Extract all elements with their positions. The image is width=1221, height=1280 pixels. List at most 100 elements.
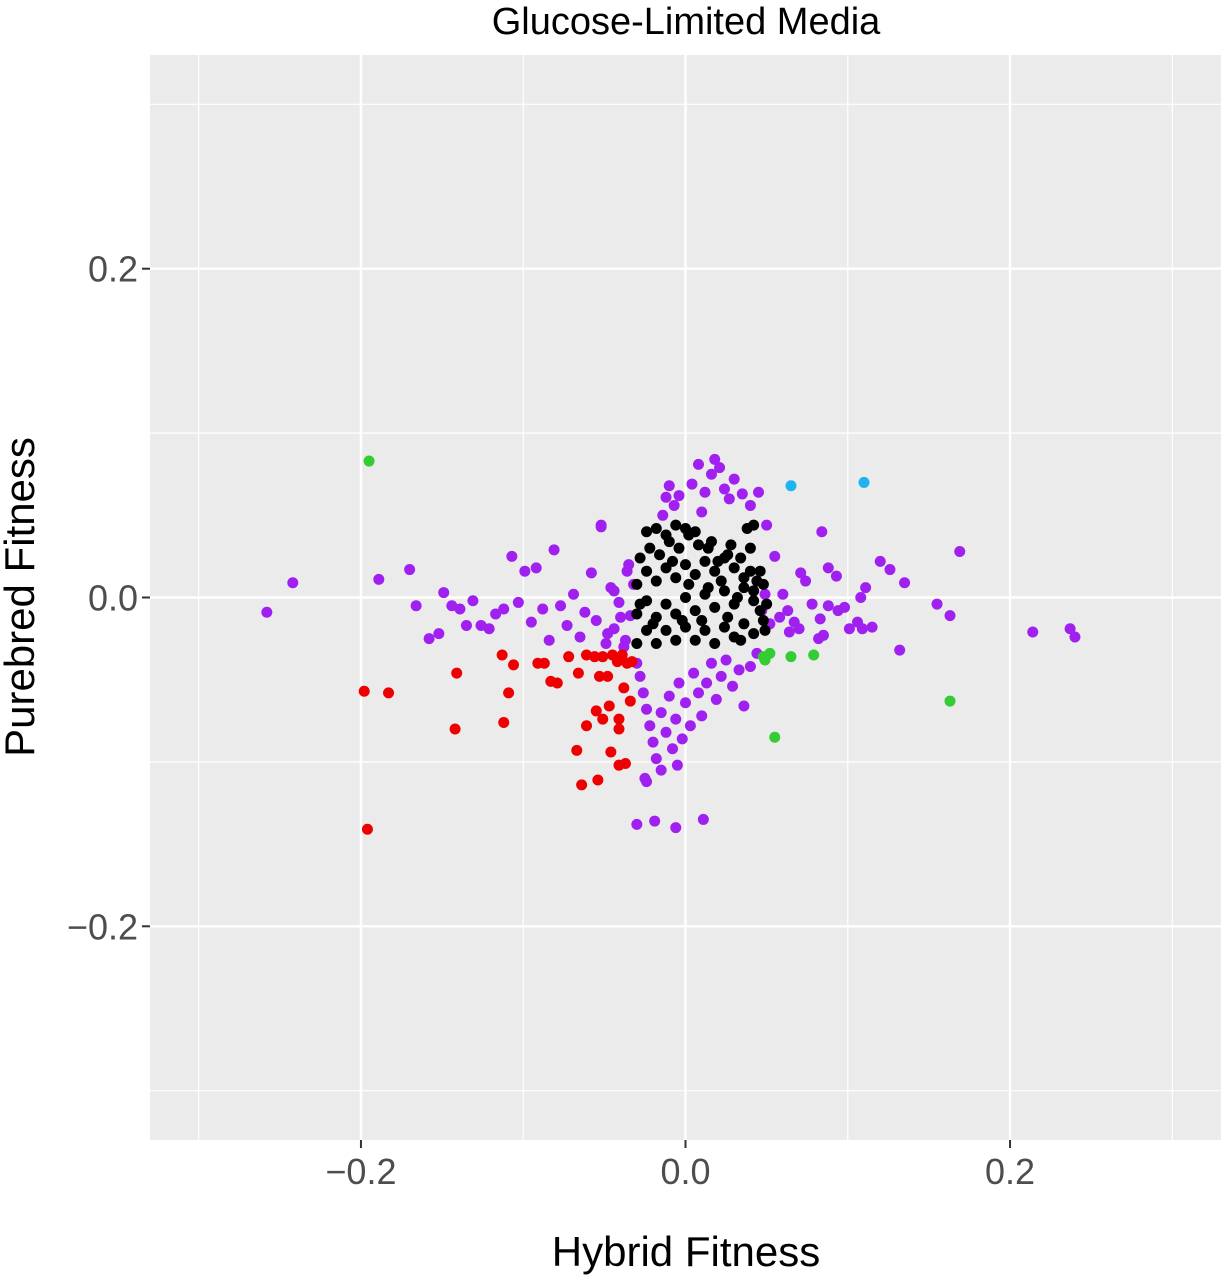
data-point	[634, 598, 646, 610]
data-point	[692, 539, 704, 551]
data-point	[673, 542, 685, 554]
y-axis-title: Purebred Fitness	[0, 437, 43, 757]
data-point	[581, 720, 593, 732]
data-point	[613, 596, 625, 608]
data-point	[602, 628, 614, 640]
data-point	[649, 815, 661, 827]
data-point	[631, 578, 643, 590]
data-point	[619, 758, 631, 770]
data-point	[699, 486, 711, 498]
data-point	[722, 549, 734, 561]
data-point	[722, 611, 734, 623]
data-point	[705, 657, 717, 669]
data-point	[530, 562, 542, 574]
data-point	[519, 565, 531, 577]
data-point	[699, 555, 711, 567]
data-point	[718, 621, 730, 633]
data-point	[680, 522, 691, 534]
data-point	[718, 483, 730, 495]
data-point	[585, 567, 597, 579]
data-point	[715, 670, 727, 682]
data-point	[684, 720, 696, 732]
data-point	[689, 605, 701, 617]
data-point	[507, 659, 519, 671]
data-point	[433, 628, 445, 640]
data-point	[668, 499, 680, 511]
data-point	[261, 606, 273, 618]
data-point	[619, 634, 631, 646]
data-point	[525, 616, 537, 628]
data-point	[725, 539, 737, 551]
data-point	[744, 499, 756, 511]
data-point	[830, 570, 842, 582]
data-point	[774, 611, 786, 623]
data-point	[555, 600, 567, 612]
data-point	[680, 592, 691, 603]
data-point	[753, 486, 765, 498]
data-point	[631, 638, 643, 650]
data-point	[650, 575, 662, 587]
data-point	[618, 682, 630, 694]
data-point	[728, 562, 740, 574]
data-point	[592, 774, 604, 786]
data-point	[697, 813, 709, 825]
data-point	[735, 634, 747, 646]
data-point	[363, 455, 375, 467]
data-point	[710, 693, 722, 705]
series-0	[261, 453, 1081, 834]
x-tick-label: −0.2	[325, 1151, 396, 1192]
data-point	[615, 611, 627, 623]
data-point	[822, 562, 834, 574]
data-point	[670, 713, 682, 725]
data-point	[858, 476, 870, 488]
data-point	[769, 731, 781, 743]
data-point	[884, 564, 896, 576]
data-point	[568, 588, 580, 600]
data-point	[738, 582, 750, 594]
data-point	[667, 743, 679, 755]
data-point	[712, 555, 724, 567]
data-point	[358, 685, 370, 697]
data-point	[602, 670, 614, 682]
data-point	[731, 592, 743, 603]
data-point	[715, 575, 727, 587]
y-tick-label: 0.0	[88, 578, 138, 619]
data-point	[637, 687, 649, 699]
data-point	[373, 573, 385, 585]
data-point	[641, 703, 653, 715]
data-point	[738, 618, 750, 630]
data-point	[874, 555, 886, 567]
data-point	[663, 690, 675, 702]
data-point	[806, 598, 818, 610]
data-point	[931, 598, 943, 610]
data-point	[822, 600, 834, 612]
data-point	[561, 619, 573, 631]
data-point	[624, 695, 636, 707]
data-point	[696, 615, 708, 627]
data-point	[680, 697, 691, 709]
data-point	[512, 596, 524, 608]
data-point	[449, 723, 461, 735]
data-point	[600, 638, 612, 650]
data-point	[751, 575, 763, 587]
data-point	[709, 638, 721, 650]
data-point	[670, 822, 682, 834]
data-point	[647, 618, 659, 630]
data-point	[667, 555, 679, 567]
data-point	[702, 582, 714, 594]
data-point	[689, 526, 701, 538]
data-point	[856, 623, 868, 635]
data-point	[744, 542, 756, 554]
data-point	[709, 565, 721, 577]
data-point	[503, 687, 515, 699]
data-point	[723, 493, 735, 505]
data-point	[383, 687, 395, 699]
data-point	[748, 585, 760, 597]
data-point	[769, 550, 781, 562]
data-point	[641, 526, 653, 538]
data-point	[670, 572, 682, 584]
data-point	[537, 603, 549, 615]
data-point	[757, 615, 769, 627]
data-point	[660, 726, 672, 738]
